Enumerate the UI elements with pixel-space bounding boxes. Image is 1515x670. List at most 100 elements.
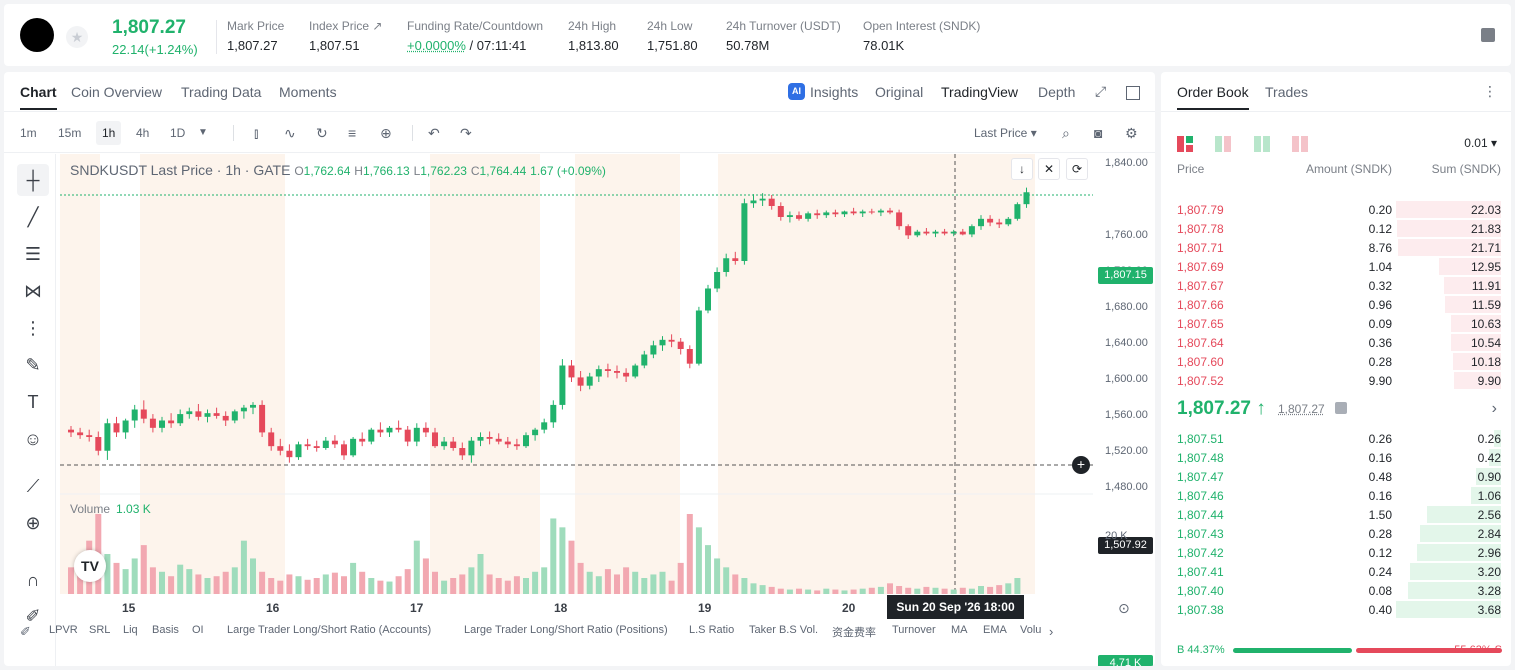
pattern-icon[interactable]: ⋈ (24, 281, 42, 301)
close-legend-icon[interactable]: ✕ (1038, 158, 1060, 180)
settings-list-icon[interactable]: ≡ (348, 125, 357, 141)
search-icon[interactable]: ⌕ (1062, 125, 1070, 141)
favorite-star-icon[interactable]: ★ (66, 26, 88, 48)
more-options-icon[interactable]: ⋮ (1483, 83, 1497, 99)
add-price-line-icon[interactable]: + (1072, 456, 1090, 474)
ask-row[interactable]: 1,807.71 8.76 21.71 (1161, 238, 1511, 257)
view-original[interactable]: Original (875, 84, 924, 100)
indicator-ls-ratio[interactable]: L.S Ratio (689, 624, 735, 636)
pencil-lock-icon[interactable]: ✐ (25, 606, 41, 626)
bid-row[interactable]: 1,807.48 0.16 0.42 (1161, 448, 1511, 467)
timeframe-1m[interactable]: 1m (20, 126, 37, 140)
indicator-oi[interactable]: OI (192, 624, 204, 636)
bid-row[interactable]: 1,807.47 0.48 0.90 (1161, 467, 1511, 486)
camera-icon[interactable]: ◙ (1094, 125, 1103, 141)
volume-bar (213, 576, 220, 594)
indicator-srl[interactable]: SRL (89, 624, 111, 636)
bid-row[interactable]: 1,807.44 1.50 2.56 (1161, 505, 1511, 524)
view-asks-icon[interactable] (1292, 136, 1309, 152)
undo-icon[interactable]: ↶ (428, 125, 440, 141)
fib-icon[interactable]: ⋮ (24, 318, 42, 338)
timeframe-15m[interactable]: 15m (58, 126, 82, 140)
add-alert-icon[interactable]: ⊕ (380, 125, 392, 141)
zoom-in-icon[interactable]: ⊕ (25, 513, 41, 533)
indicator-ma[interactable]: MA (951, 624, 968, 636)
guide-book-icon[interactable] (1481, 28, 1495, 42)
tab-moments[interactable]: Moments (279, 84, 337, 100)
emoji-icon[interactable]: ☺ (23, 429, 43, 449)
bid-row[interactable]: 1,807.42 0.12 2.96 (1161, 543, 1511, 562)
view-bids-icon[interactable] (1253, 136, 1270, 152)
view-both-icon[interactable] (1177, 136, 1193, 152)
magnet-icon[interactable]: ∩ (26, 570, 40, 590)
indicator-basis[interactable]: Basis (152, 624, 179, 636)
ask-row[interactable]: 1,807.64 0.36 10.54 (1161, 333, 1511, 352)
collapse-legend-icon[interactable]: ↓ (1011, 158, 1033, 180)
ruler-icon[interactable]: ⟋ (26, 476, 40, 496)
timeframe-1d[interactable]: 1D (170, 126, 186, 140)
tab-coin-overview[interactable]: Coin Overview (71, 84, 163, 100)
view-insights[interactable]: Insights (810, 84, 859, 100)
expand-icon[interactable]: ⤢ (1095, 83, 1107, 99)
ask-row[interactable]: 1,807.78 0.12 21.83 (1161, 219, 1511, 238)
ask-row[interactable]: 1,807.65 0.09 10.63 (1161, 314, 1511, 333)
ask-row[interactable]: 1,807.60 0.28 10.18 (1161, 352, 1511, 371)
stat-index-price[interactable]: Index Price ↗ 1,807.51 (309, 19, 382, 53)
bid-row[interactable]: 1,807.41 0.24 3.20 (1161, 562, 1511, 581)
timeframe-4h[interactable]: 4h (136, 126, 150, 140)
bid-row[interactable]: 1,807.40 0.08 3.28 (1161, 581, 1511, 600)
redo-icon[interactable]: ↷ (460, 125, 472, 141)
view-depth[interactable]: Depth (1038, 84, 1076, 100)
chevron-right-icon[interactable]: › (1491, 400, 1497, 417)
candle-type-icon[interactable]: ⫾ (254, 125, 259, 141)
timeframe-1h[interactable]: 1h (96, 121, 122, 145)
tab-trading-data[interactable]: Trading Data (181, 84, 262, 100)
refresh-icon[interactable]: ⟳ (1066, 158, 1088, 180)
candle-body (814, 213, 821, 216)
volume-bar (677, 562, 684, 594)
brush-icon[interactable]: ✎ (25, 355, 41, 375)
window-icon[interactable] (1126, 86, 1140, 100)
bid-row[interactable]: 1,807.38 0.40 3.68 (1161, 600, 1511, 619)
compare-icon[interactable]: ↻ (316, 125, 328, 141)
price-change: 22.14(+1.24%) (112, 42, 198, 57)
view-both-alt-icon[interactable] (1215, 136, 1232, 152)
price-chart[interactable] (60, 154, 1093, 594)
text-icon[interactable]: T (27, 392, 39, 412)
bid-row[interactable]: 1,807.43 0.28 2.84 (1161, 524, 1511, 543)
funding-countdown: / 07:11:41 (469, 38, 527, 53)
ask-row[interactable]: 1,807.66 0.96 11.59 (1161, 295, 1511, 314)
tick-size-select[interactable]: 0.01 ▾ (1464, 136, 1497, 150)
chevron-right-icon[interactable]: › (1049, 624, 1054, 639)
indicators-icon[interactable]: ∿ (284, 125, 296, 141)
indicator-funding-rate[interactable]: 资金费率 (832, 627, 876, 639)
bid-row[interactable]: 1,807.46 0.16 1.06 (1161, 486, 1511, 505)
timeframe-dropdown-icon[interactable]: ▼ (198, 127, 208, 138)
reset-chart-icon[interactable]: ⊙ (1118, 600, 1130, 616)
crosshair-icon[interactable]: ┼ (17, 164, 49, 196)
indicator-volume[interactable]: Volu (1020, 624, 1042, 636)
indicator-liq[interactable]: Liq (123, 624, 138, 636)
horizontal-lines-icon[interactable]: ☰ (24, 244, 42, 264)
indicator-lt-positions[interactable]: Large Trader Long/Short Ratio (Positions… (464, 624, 668, 636)
tab-chart[interactable]: Chart (20, 84, 57, 110)
tab-order-book[interactable]: Order Book (1177, 84, 1249, 110)
ask-row[interactable]: 1,807.69 1.04 12.95 (1161, 257, 1511, 276)
trend-line-icon[interactable]: ╱ (27, 207, 39, 227)
bid-row[interactable]: 1,807.51 0.26 0.26 (1161, 429, 1511, 448)
indicator-lpvr[interactable]: LPVR (49, 624, 78, 636)
indicator-lt-accounts[interactable]: Large Trader Long/Short Ratio (Accounts) (227, 624, 432, 636)
indicator-ema[interactable]: EMA (983, 624, 1007, 636)
ask-row[interactable]: 1,807.79 0.20 22.03 (1161, 200, 1511, 219)
ask-row[interactable]: 1,807.67 0.32 11.91 (1161, 276, 1511, 295)
price-type-select[interactable]: Last Price ▾ (974, 126, 1037, 140)
tab-trades[interactable]: Trades (1265, 84, 1309, 100)
ask-row[interactable]: 1,807.52 9.90 9.90 (1161, 371, 1511, 390)
funding-rate-link[interactable]: +0.0000% (407, 38, 466, 53)
indicator-taker-vol[interactable]: Taker B.S Vol. (749, 624, 819, 636)
indicator-pencil-icon[interactable]: ✐ (20, 624, 31, 639)
view-tradingview[interactable]: TradingView (941, 84, 1019, 100)
mid-price-row[interactable]: 1,807.27 ↑ 1,807.27 › (1177, 398, 1497, 422)
indicator-turnover[interactable]: Turnover (892, 624, 936, 636)
gear-icon[interactable]: ⚙ (1125, 125, 1138, 141)
